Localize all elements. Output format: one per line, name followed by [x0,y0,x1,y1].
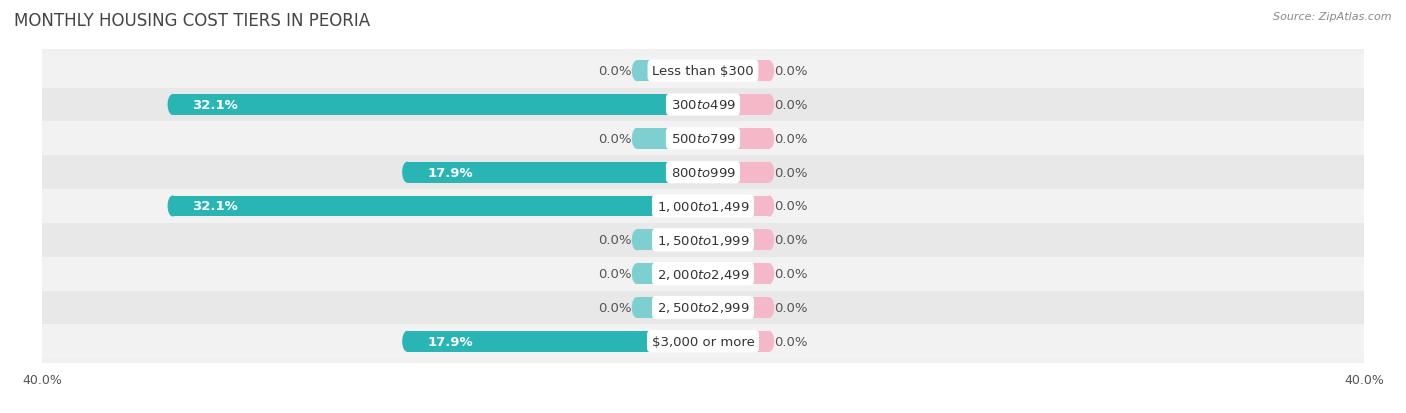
Text: $1,000 to $1,499: $1,000 to $1,499 [657,199,749,214]
Text: $2,000 to $2,499: $2,000 to $2,499 [657,267,749,281]
Text: $300 to $499: $300 to $499 [671,99,735,112]
Circle shape [763,162,775,183]
Bar [173,95,703,116]
Bar [637,61,703,82]
Circle shape [631,128,643,150]
Bar [703,297,769,318]
Text: 17.9%: 17.9% [427,335,472,348]
Circle shape [697,331,709,352]
Circle shape [697,162,709,183]
Bar [42,291,1364,325]
Bar [637,263,703,285]
Bar [637,128,703,150]
Bar [173,196,703,217]
Circle shape [697,297,709,318]
Bar [42,88,1364,122]
Circle shape [402,162,412,183]
Circle shape [697,95,709,116]
Circle shape [697,331,709,352]
Circle shape [697,196,709,217]
Circle shape [402,331,412,352]
Circle shape [763,230,775,251]
Bar [703,162,769,183]
Circle shape [167,95,177,116]
Text: 0.0%: 0.0% [775,268,807,280]
Bar [703,230,769,251]
Text: 0.0%: 0.0% [599,268,631,280]
Circle shape [697,128,709,150]
Text: Less than $300: Less than $300 [652,65,754,78]
Text: 0.0%: 0.0% [775,166,807,179]
Text: 0.0%: 0.0% [599,234,631,247]
Bar [703,61,769,82]
Bar [42,325,1364,358]
Circle shape [631,263,643,285]
Text: $500 to $799: $500 to $799 [671,133,735,145]
Bar [703,263,769,285]
Bar [42,257,1364,291]
Text: Source: ZipAtlas.com: Source: ZipAtlas.com [1274,12,1392,22]
Text: 0.0%: 0.0% [775,65,807,78]
Circle shape [631,61,643,82]
Text: 32.1%: 32.1% [193,200,238,213]
Bar [408,331,703,352]
Bar [703,128,769,150]
Circle shape [763,61,775,82]
Circle shape [697,297,709,318]
Circle shape [697,230,709,251]
Text: 0.0%: 0.0% [599,65,631,78]
Bar [42,156,1364,190]
Circle shape [697,95,709,116]
Text: 0.0%: 0.0% [775,234,807,247]
Bar [42,55,1364,88]
Circle shape [167,196,177,217]
Circle shape [697,162,709,183]
Text: 0.0%: 0.0% [775,133,807,145]
Bar [42,190,1364,223]
Text: 0.0%: 0.0% [775,301,807,314]
Bar [703,95,769,116]
Text: $2,500 to $2,999: $2,500 to $2,999 [657,301,749,315]
Circle shape [763,196,775,217]
Bar [637,230,703,251]
Circle shape [697,61,709,82]
Bar [408,162,703,183]
Circle shape [763,263,775,285]
Circle shape [763,331,775,352]
Circle shape [697,128,709,150]
Text: 0.0%: 0.0% [599,133,631,145]
Text: 0.0%: 0.0% [775,335,807,348]
Bar [42,223,1364,257]
Text: $3,000 or more: $3,000 or more [651,335,755,348]
Text: 0.0%: 0.0% [775,200,807,213]
Text: $1,500 to $1,999: $1,500 to $1,999 [657,233,749,247]
Circle shape [697,263,709,285]
Circle shape [697,263,709,285]
Text: MONTHLY HOUSING COST TIERS IN PEORIA: MONTHLY HOUSING COST TIERS IN PEORIA [14,12,370,30]
Circle shape [763,95,775,116]
Bar [703,331,769,352]
Text: 32.1%: 32.1% [193,99,238,112]
Bar [637,297,703,318]
Text: 0.0%: 0.0% [599,301,631,314]
Circle shape [631,230,643,251]
Text: 17.9%: 17.9% [427,166,472,179]
Circle shape [697,61,709,82]
Bar [42,122,1364,156]
Bar [703,196,769,217]
Text: $800 to $999: $800 to $999 [671,166,735,179]
Circle shape [697,230,709,251]
Circle shape [697,196,709,217]
Circle shape [763,297,775,318]
Circle shape [631,297,643,318]
Circle shape [763,128,775,150]
Text: 0.0%: 0.0% [775,99,807,112]
